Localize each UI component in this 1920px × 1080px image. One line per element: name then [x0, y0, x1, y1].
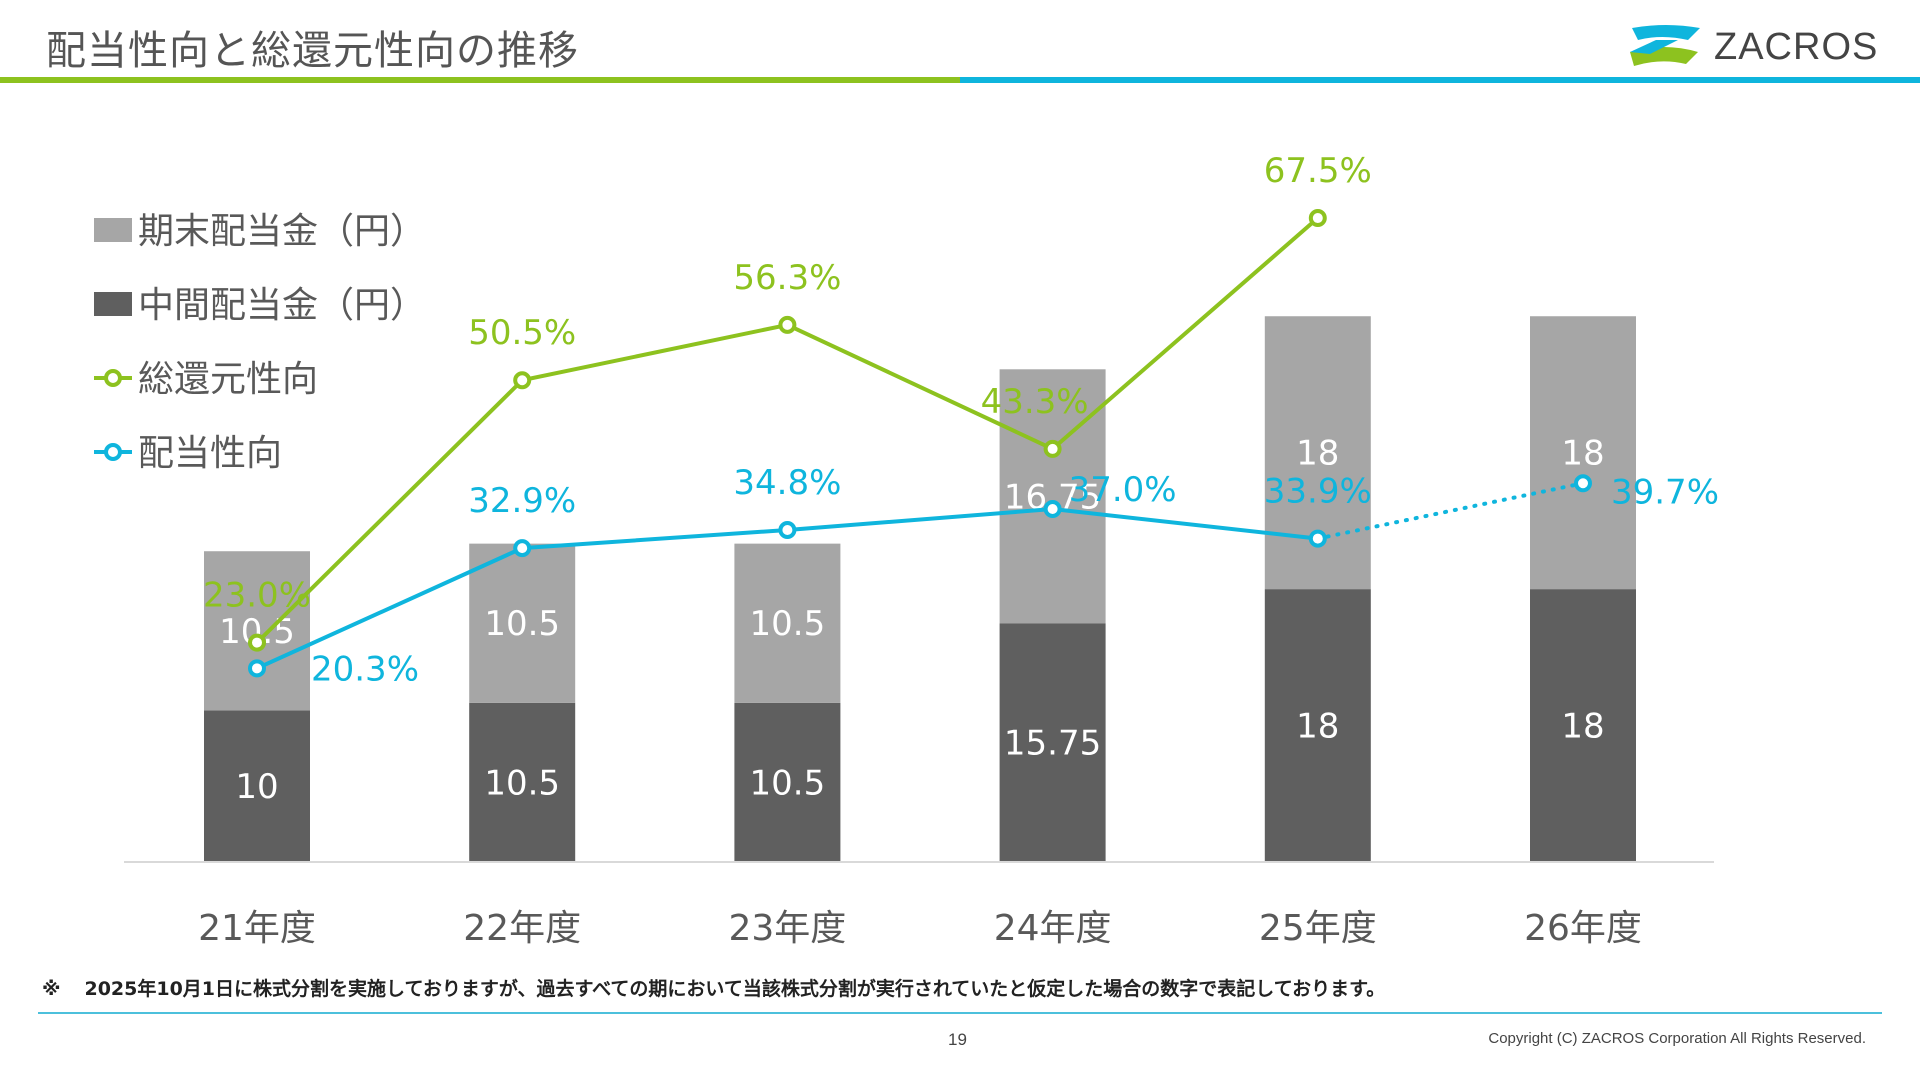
footer-rule [38, 1012, 1882, 1014]
x-tick-label: 23年度 [728, 908, 846, 949]
line-segment [255, 546, 525, 671]
line-data-label: 32.9% [468, 481, 576, 521]
bar-label-final: 18 [1296, 434, 1339, 474]
bar-label-interim: 10 [235, 767, 278, 807]
brand-logo: ZACROS [1628, 22, 1888, 72]
bar-final-dividend [999, 369, 1106, 624]
bar-label-interim: 10.5 [750, 763, 826, 803]
bar-final-dividend [204, 551, 310, 711]
line-marker [513, 371, 532, 390]
line-data-label: 23.0% [203, 576, 311, 616]
line-marker [1308, 529, 1327, 548]
line-data-label: 34.8% [733, 463, 841, 503]
footnote-mark: ※ [42, 978, 61, 1000]
line-marker [513, 539, 532, 558]
bar-label-final: 10.5 [484, 604, 560, 644]
header-rule-green [0, 77, 960, 83]
line-marker [1308, 209, 1327, 228]
line-data-label: 33.9% [1264, 472, 1372, 512]
line-segment [785, 507, 1055, 533]
line-segment [520, 322, 790, 383]
line-segment [1050, 216, 1320, 451]
bar-label-interim: 10.5 [484, 763, 560, 803]
line-data-label: 37.0% [1069, 470, 1177, 510]
bar-final-dividend [469, 543, 576, 703]
line-segment [785, 322, 1055, 451]
legend-marker [104, 369, 122, 387]
page-number: 19 [948, 1030, 967, 1049]
line-marker [778, 315, 797, 334]
line-data-label: 67.5% [1264, 151, 1372, 191]
x-tick-label: 24年度 [994, 908, 1112, 949]
line-marker [248, 633, 266, 652]
legend-swatch [94, 218, 132, 242]
bar-interim-dividend [1530, 589, 1636, 862]
copyright: Copyright (C) ZACROS Corporation All Rig… [1488, 1030, 1866, 1047]
legend-label: 配当性向 [138, 433, 282, 474]
line-marker [778, 521, 797, 540]
brand-name: ZACROS [1714, 26, 1879, 68]
line-marker [1043, 500, 1062, 519]
x-tick-label: 21年度 [198, 908, 316, 949]
legend-marker [104, 443, 122, 461]
footnote: ※ 2025年10月1日に株式分割を実施しておりますが、過去すべての期において当該… [42, 974, 1385, 1001]
bar-final-dividend [1530, 316, 1636, 590]
bar-label-interim: 18 [1296, 707, 1339, 747]
x-tick-label: 22年度 [463, 908, 581, 949]
page-title: 配当性向と総還元性向の推移 [46, 28, 579, 74]
bar-interim-dividend [734, 702, 841, 862]
line-data-label: 50.5% [468, 313, 576, 353]
x-tick-label: 26年度 [1524, 908, 1642, 949]
dividend-chart: 1010.510.510.510.510.515.7516.7518181818… [94, 151, 1719, 949]
header-rule-blue [960, 77, 1920, 83]
legend-label: 期末配当金（円） [138, 211, 426, 252]
line-marker [1574, 474, 1592, 493]
legend-label: 総還元性向 [138, 359, 318, 400]
bar-interim-dividend [204, 710, 310, 862]
line-data-label: 56.3% [733, 258, 841, 298]
bar-label-interim: 18 [1561, 707, 1604, 747]
line-data-label: 39.7% [1611, 472, 1719, 512]
footnote-text: 2025年10月1日に株式分割を実施しておりますが、過去すべての期において当該株… [84, 978, 1386, 1000]
line-segment [520, 528, 790, 551]
zacros-wave-icon [1630, 25, 1700, 66]
bar-interim-dividend [1264, 589, 1371, 862]
line-marker [1043, 439, 1062, 458]
legend-label: 中間配当金（円） [138, 285, 426, 326]
line-segment [255, 378, 525, 645]
legend-swatch [94, 292, 132, 316]
bar-label-interim: 15.75 [1004, 724, 1101, 764]
bar-interim-dividend [999, 623, 1106, 862]
line-segment [1050, 507, 1320, 541]
line-marker [248, 659, 266, 678]
bar-label-final: 10.5 [750, 604, 826, 644]
bar-label-final: 18 [1561, 434, 1604, 474]
bar-final-dividend [734, 543, 841, 703]
x-tick-label: 25年度 [1259, 908, 1377, 949]
line-data-label: 43.3% [981, 382, 1089, 422]
bar-interim-dividend [469, 702, 576, 862]
line-data-label: 20.3% [311, 649, 419, 689]
